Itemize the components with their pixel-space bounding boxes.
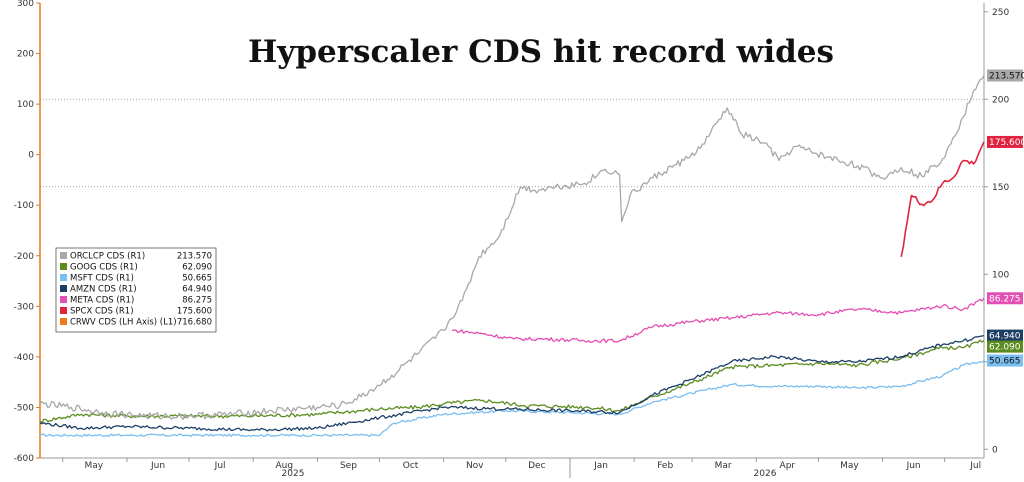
x-tick-label: Jan [593, 461, 608, 471]
value-badge-bg [987, 340, 1023, 353]
legend-item: META CDS (R1) 86.275 [60, 296, 212, 306]
left-tick-label: -100 [14, 201, 35, 211]
right-tick-label: 200 [992, 95, 1009, 105]
chart-title: Hyperscaler CDS hit record wides [248, 34, 834, 70]
legend-label: META CDS (R1) [70, 296, 134, 306]
legend-item: CRWV CDS (LH Axis) (L1) 716.680 [60, 318, 212, 328]
value-badge-bg [987, 292, 1023, 305]
value-badge-bg [987, 354, 1023, 367]
left-tick-label: 300 [17, 0, 34, 9]
left-tick-label: -300 [14, 302, 35, 312]
value-badge-orclcp: 213.570 [987, 69, 1024, 82]
legend-value: 86.275 [182, 296, 212, 306]
series-line-msft [39, 360, 985, 438]
value-badge-bg [987, 329, 1023, 342]
x-tick-label: Mar [715, 461, 732, 471]
legend-item: MSFT CDS (R1) 50.665 [60, 274, 212, 284]
legend-item: ORCLCP CDS (R1) 213.570 [60, 252, 212, 262]
left-tick-label: -200 [14, 252, 35, 262]
value-badge-bg [987, 69, 1023, 82]
legend-item: AMZN CDS (R1) 64.940 [60, 285, 212, 295]
left-tick-label: 0 [28, 151, 34, 161]
series-line-amzn [39, 334, 985, 432]
legend-label: ORCLCP CDS (R1) [70, 252, 145, 262]
x-tick-label: Feb [657, 461, 673, 471]
x-tick-label: Nov [466, 461, 484, 471]
legend-swatch [60, 274, 67, 281]
legend-label: MSFT CDS (R1) [70, 274, 134, 284]
legend-value: 716.680 [177, 318, 212, 328]
value-badge-text: 213.570 [989, 72, 1024, 82]
legend-value: 213.570 [177, 252, 212, 262]
value-badge-text: 50.665 [989, 357, 1021, 367]
value-badge-amzn: 64.940 [987, 329, 1023, 342]
axes: 300 200 100 0 -100 -200 -300 -400 -500 -600 250 200… [14, 0, 1010, 479]
series-line-meta [451, 297, 985, 344]
x-tick-label: Oct [403, 461, 419, 471]
x-tick-label: May [840, 461, 859, 471]
value-badge-text: 86.275 [989, 294, 1021, 304]
x-tick-label: Jul [969, 461, 981, 471]
value-badge-bg [987, 135, 1023, 148]
legend-swatch [60, 318, 67, 325]
x-tick-label: Jun [906, 461, 921, 471]
value-badge-text: 64.940 [989, 332, 1021, 342]
value-badge-msft: 50.665 [987, 354, 1023, 367]
year-label: 2026 [754, 469, 777, 478]
legend-swatch [60, 285, 67, 292]
series-line-spcx [900, 141, 985, 257]
legend-swatch [60, 252, 67, 259]
left-tick-label: 100 [17, 100, 34, 110]
legend-swatch [60, 307, 67, 314]
legend-box [55, 247, 217, 333]
value-badge-text: 175.600 [989, 138, 1024, 148]
value-badge-text: 62.090 [989, 343, 1021, 353]
series-line-orclcp [39, 75, 985, 421]
value-badge-spcx: 175.600 [987, 135, 1024, 148]
x-tick-label: May [85, 461, 104, 471]
legend-label: CRWV CDS (LH Axis) (L1) [70, 318, 177, 328]
year-label: 2025 [282, 469, 305, 478]
legend-swatch [60, 296, 67, 303]
grid-lines [40, 98, 984, 188]
right-tick-label: 150 [992, 183, 1009, 193]
x-tick-label: Aug [275, 461, 293, 471]
right-tick-label: 0 [992, 445, 998, 455]
value-badge-goog: 62.090 [987, 340, 1023, 353]
legend-value: 62.090 [182, 263, 212, 273]
x-tick-label: Apr [780, 461, 796, 471]
legend-label: SPCX CDS (R1) [70, 307, 134, 317]
x-tick-label: Dec [528, 461, 545, 471]
legend-label: GOOG CDS (R1) [70, 263, 138, 273]
left-tick-label: -600 [14, 454, 35, 464]
legend-item: GOOG CDS (R1) 62.090 [60, 263, 212, 273]
right-tick-label: 250 [992, 8, 1009, 18]
left-tick-label: -500 [14, 403, 35, 413]
legend-value: 50.665 [182, 274, 212, 284]
series-lines [39, 75, 985, 438]
left-tick-label: 200 [17, 50, 34, 60]
legend-value: 64.940 [182, 285, 212, 295]
right-tick-label: 100 [992, 270, 1009, 280]
legend-label: AMZN CDS (R1) [70, 285, 137, 295]
x-tick-label: Sep [340, 461, 357, 471]
legend-swatch [60, 263, 67, 270]
left-tick-label: -400 [14, 353, 35, 363]
x-tick-label: Jul [214, 461, 226, 471]
legend: ORCLCP CDS (R1) 213.570 GOOG CDS (R1) 62.09… [55, 247, 217, 333]
value-badge-meta: 86.275 [987, 292, 1023, 305]
legend-item: SPCX CDS (R1) 175.600 [60, 307, 212, 317]
x-tick-label: Jun [150, 461, 165, 471]
legend-value: 175.600 [177, 307, 212, 317]
